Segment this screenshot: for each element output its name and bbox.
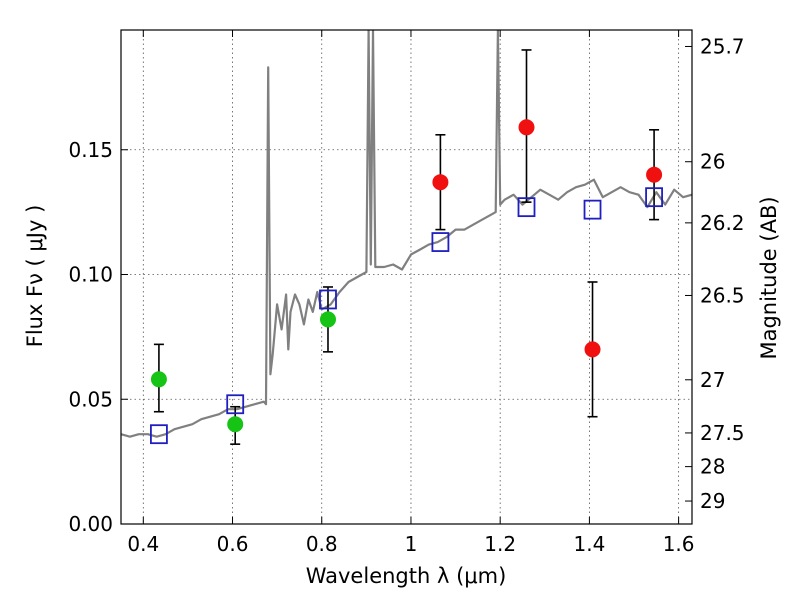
x-axis-label: Wavelength λ (μm) <box>306 564 507 588</box>
y-axis-label: Flux Fν ( μJy ) <box>23 205 47 348</box>
right-axis-label: Magnitude (AB) <box>757 196 781 359</box>
tick-layer: 0.4 0.6 0.8 1 1.2 1.4 1.6 0.00 0.05 0.10 0.15 25.7 2… <box>68 30 745 556</box>
spectrum-line <box>121 30 692 438</box>
y-tick-label: 0.05 <box>68 387 113 411</box>
grid <box>121 30 692 524</box>
plot-frame <box>120 29 693 525</box>
right-tick-label: 29 <box>700 489 725 513</box>
x-tick-label: 1.4 <box>573 532 605 556</box>
data-point <box>319 311 336 328</box>
right-tick-label: 26.2 <box>700 211 745 235</box>
y-tick-label: 0.15 <box>68 138 113 162</box>
data-point <box>518 119 535 136</box>
model-point <box>583 199 602 220</box>
right-tick-label: 26 <box>700 150 725 174</box>
spectrum-layer <box>121 30 692 438</box>
right-tick-label: 27.5 <box>700 421 745 445</box>
data-point <box>150 371 167 388</box>
marker-layer <box>150 119 663 445</box>
model-point <box>226 394 245 415</box>
y-tick-label: 0.00 <box>68 512 113 536</box>
errorbar-layer <box>153 49 660 445</box>
x-tick-label: 1.2 <box>484 532 516 556</box>
model-point <box>431 232 450 252</box>
right-tick-label: 26.5 <box>700 283 745 307</box>
x-tick-label: 0.4 <box>127 532 159 556</box>
x-tick-label: 0.8 <box>306 532 338 556</box>
x-tick-label: 1.6 <box>663 532 695 556</box>
model-point <box>150 424 168 445</box>
data-point <box>432 174 449 191</box>
model-point <box>645 187 663 208</box>
right-tick-label: 28 <box>700 455 725 479</box>
right-tick-label: 25.7 <box>700 34 745 58</box>
y-tick-label: 0.10 <box>68 263 113 287</box>
right-tick-label: 27 <box>700 368 725 392</box>
data-point <box>646 166 663 183</box>
data-point <box>227 416 244 433</box>
x-tick-label: 0.6 <box>217 532 249 556</box>
model-point <box>319 289 337 310</box>
model-point <box>517 197 536 218</box>
data-point <box>584 341 601 358</box>
x-tick-label: 1 <box>405 532 418 556</box>
